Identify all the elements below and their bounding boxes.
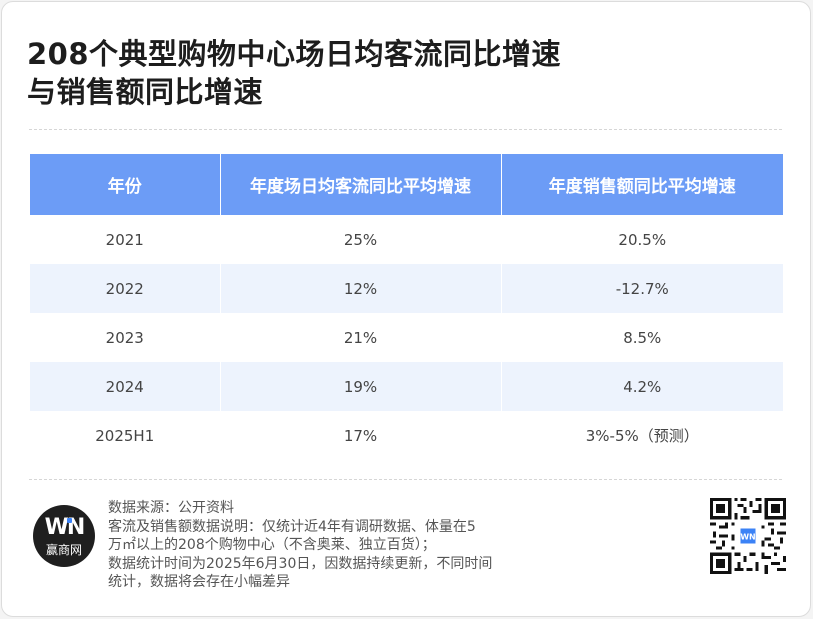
note-line: 统计，数据将会存在小幅差异 xyxy=(108,574,290,590)
winshang-logo-icon: WN 赢商网 xyxy=(33,505,95,567)
qr-code-icon: WN xyxy=(710,498,786,574)
cell-traffic-growth: 21% xyxy=(219,313,501,362)
table-row: 2021 25% 20.5% xyxy=(30,215,783,264)
cell-traffic-growth: 17% xyxy=(219,411,501,460)
note-line: 数据统计时间为2025年6月30日，因数据持续更新，不同时间 xyxy=(108,555,493,572)
cell-traffic-growth: 12% xyxy=(219,264,501,313)
title-line-2: 与销售额同比增速 xyxy=(27,75,264,109)
bottom-divider xyxy=(29,479,782,480)
cell-year: 2023 xyxy=(105,328,144,347)
cell-year: 2022 xyxy=(30,264,220,313)
cell-sales-growth: -12.7% xyxy=(500,264,783,313)
cell-traffic-growth: 25% xyxy=(219,215,501,264)
cell-sales-growth: 4.2% xyxy=(500,362,783,411)
table-row: 2024 19% 4.2% xyxy=(30,362,783,411)
cell-year: 2025H1 xyxy=(95,426,155,445)
cell-sales-growth: 20.5% xyxy=(500,215,783,264)
cell-year: 2024 xyxy=(30,362,220,411)
table-header-row: 年份 年度场日均客流同比平均增速 年度销售额同比平均增速 xyxy=(30,154,783,215)
cell-sales-growth: 3%-5%（预测） xyxy=(500,411,783,460)
logo-brand-name: 赢商网 xyxy=(45,543,82,557)
growth-table: 年份 年度场日均客流同比平均增速 年度销售额同比平均增速 2021 25% 20… xyxy=(30,154,783,460)
cell-sales-growth: 8.5% xyxy=(500,313,783,362)
table-row: 2022 12% -12.7% xyxy=(30,264,783,313)
note-line: 万㎡以上的208个购物中心（不含奥莱、独立百货）； xyxy=(108,537,436,553)
header-year: 年份 xyxy=(30,154,220,215)
top-divider xyxy=(29,129,782,130)
header-traffic-growth: 年度场日均客流同比平均增速 xyxy=(219,154,501,215)
table-row: 2025H1 17% 3%-5%（预测） xyxy=(30,411,783,460)
note-line: 数据来源：公开资料 xyxy=(108,500,234,516)
logo-mark: WN xyxy=(44,515,86,540)
page-title: 208个典型购物中心场日均客流同比增速 与销售额同比增速 xyxy=(27,35,627,111)
title-line-1: 208个典型购物中心场日均客流同比增速 xyxy=(27,37,562,71)
svg-text:WN: WN xyxy=(740,532,755,541)
logo-dot xyxy=(67,518,72,523)
cell-traffic-growth: 19% xyxy=(219,362,501,411)
source-notes: 数据来源：公开资料 客流及销售额数据说明：仅统计近4年有调研数据、体量在5 万㎡… xyxy=(108,499,548,592)
table-row: 2023 21% 8.5% xyxy=(30,313,783,362)
cell-year: 2021 xyxy=(105,230,144,249)
header-sales-growth: 年度销售额同比平均增速 xyxy=(500,154,783,215)
note-line: 客流及销售额数据说明：仅统计近4年有调研数据、体量在5 xyxy=(108,518,476,535)
